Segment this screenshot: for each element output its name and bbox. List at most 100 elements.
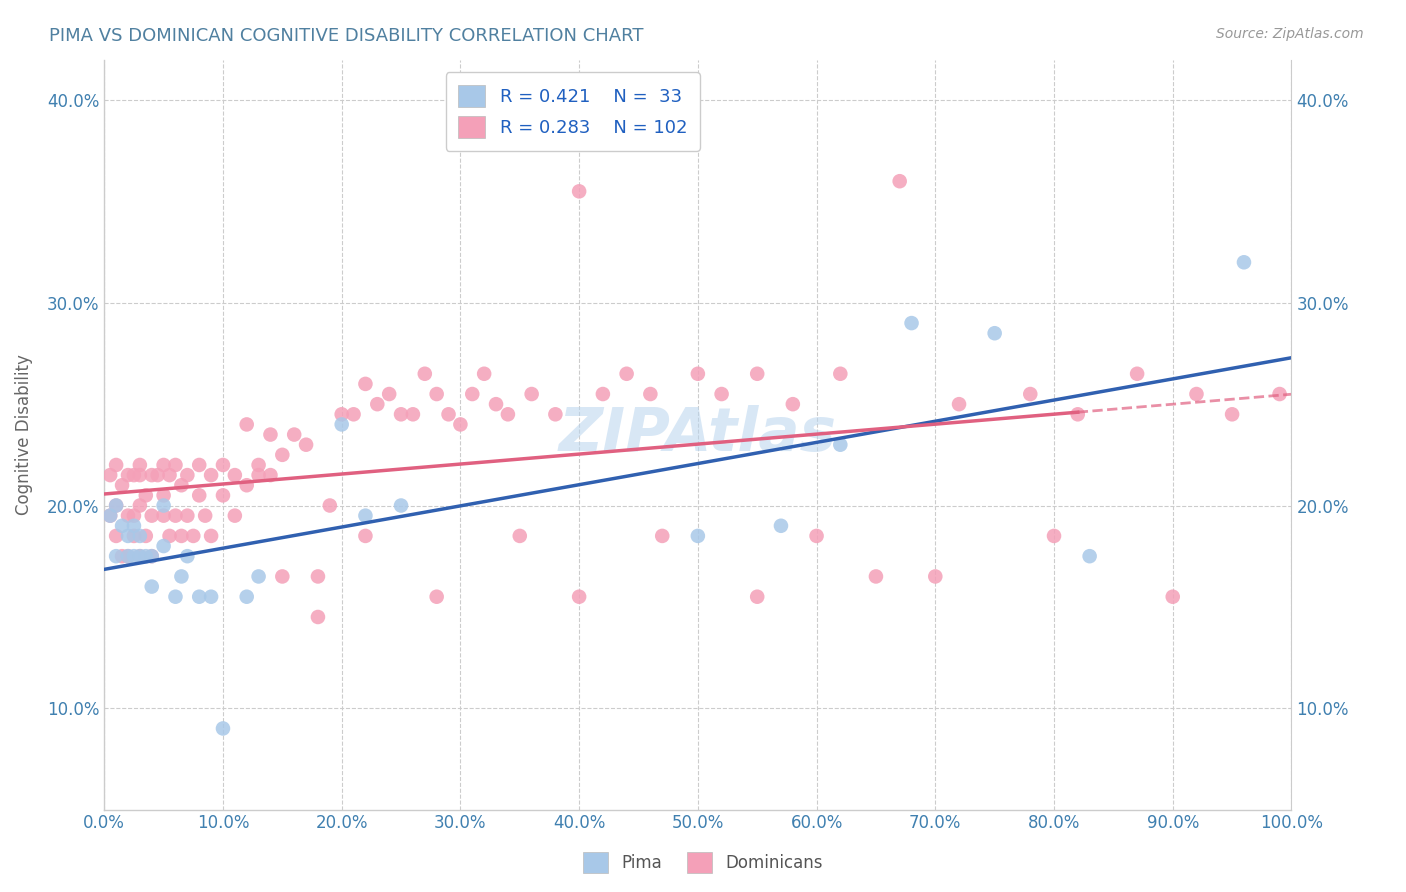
Point: [1126, 367, 1149, 381]
Point: [111, 549, 134, 564]
Point: [152, 508, 174, 523]
Point: [224, 468, 246, 483]
Legend: Pima, Dominicans: Pima, Dominicans: [576, 846, 830, 880]
Point: [212, 458, 235, 472]
Point: [747, 590, 769, 604]
Point: [117, 529, 139, 543]
Point: [271, 569, 294, 583]
Point: [122, 549, 145, 564]
Point: [259, 468, 281, 483]
Point: [128, 499, 150, 513]
Point: [235, 417, 257, 432]
Point: [1078, 549, 1101, 564]
Point: [98, 468, 121, 483]
Point: [247, 569, 270, 583]
Point: [117, 468, 139, 483]
Point: [472, 367, 495, 381]
Point: [170, 569, 193, 583]
Point: [413, 367, 436, 381]
Point: [141, 508, 163, 523]
Point: [105, 549, 128, 564]
Point: [141, 549, 163, 564]
Point: [747, 367, 769, 381]
Point: [865, 569, 887, 583]
Point: [170, 529, 193, 543]
Point: [247, 468, 270, 483]
Point: [128, 549, 150, 564]
Point: [98, 508, 121, 523]
Point: [105, 499, 128, 513]
Point: [141, 468, 163, 483]
Point: [924, 569, 946, 583]
Point: [271, 448, 294, 462]
Point: [122, 518, 145, 533]
Point: [122, 508, 145, 523]
Legend: R = 0.421    N =  33, R = 0.283    N = 102: R = 0.421 N = 33, R = 0.283 N = 102: [446, 72, 700, 151]
Point: [461, 387, 484, 401]
Point: [330, 407, 353, 421]
Point: [235, 590, 257, 604]
Point: [426, 387, 449, 401]
Point: [437, 407, 460, 421]
Point: [568, 185, 591, 199]
Point: [1185, 387, 1208, 401]
Point: [568, 590, 591, 604]
Point: [889, 174, 911, 188]
Point: [200, 529, 222, 543]
Point: [259, 427, 281, 442]
Point: [366, 397, 388, 411]
Point: [152, 488, 174, 502]
Point: [686, 529, 709, 543]
Point: [152, 499, 174, 513]
Point: [165, 590, 187, 604]
Point: [830, 367, 852, 381]
Point: [111, 478, 134, 492]
Point: [128, 529, 150, 543]
Point: [170, 478, 193, 492]
Point: [152, 458, 174, 472]
Point: [235, 478, 257, 492]
Point: [105, 529, 128, 543]
Point: [378, 387, 401, 401]
Point: [181, 529, 204, 543]
Point: [117, 549, 139, 564]
Point: [135, 529, 157, 543]
Point: [141, 580, 163, 594]
Point: [389, 499, 412, 513]
Point: [212, 722, 235, 736]
Point: [402, 407, 425, 421]
Point: [544, 407, 567, 421]
Point: [224, 508, 246, 523]
Point: [319, 499, 342, 513]
Point: [165, 508, 187, 523]
Text: ZIPAtlas: ZIPAtlas: [558, 405, 837, 464]
Point: [782, 397, 804, 411]
Point: [176, 468, 198, 483]
Point: [128, 458, 150, 472]
Point: [1067, 407, 1090, 421]
Point: [830, 438, 852, 452]
Point: [509, 529, 531, 543]
Point: [159, 468, 181, 483]
Point: [117, 549, 139, 564]
Point: [307, 569, 329, 583]
Point: [212, 488, 235, 502]
Point: [1220, 407, 1243, 421]
Point: [806, 529, 828, 543]
Point: [141, 549, 163, 564]
Point: [342, 407, 364, 421]
Point: [194, 508, 217, 523]
Point: [686, 367, 709, 381]
Point: [98, 508, 121, 523]
Text: Source: ZipAtlas.com: Source: ZipAtlas.com: [1216, 27, 1364, 41]
Point: [188, 590, 211, 604]
Point: [247, 458, 270, 472]
Point: [122, 468, 145, 483]
Point: [111, 518, 134, 533]
Point: [651, 529, 673, 543]
Point: [152, 539, 174, 553]
Y-axis label: Cognitive Disability: Cognitive Disability: [15, 354, 32, 515]
Point: [122, 529, 145, 543]
Point: [159, 529, 181, 543]
Point: [146, 468, 169, 483]
